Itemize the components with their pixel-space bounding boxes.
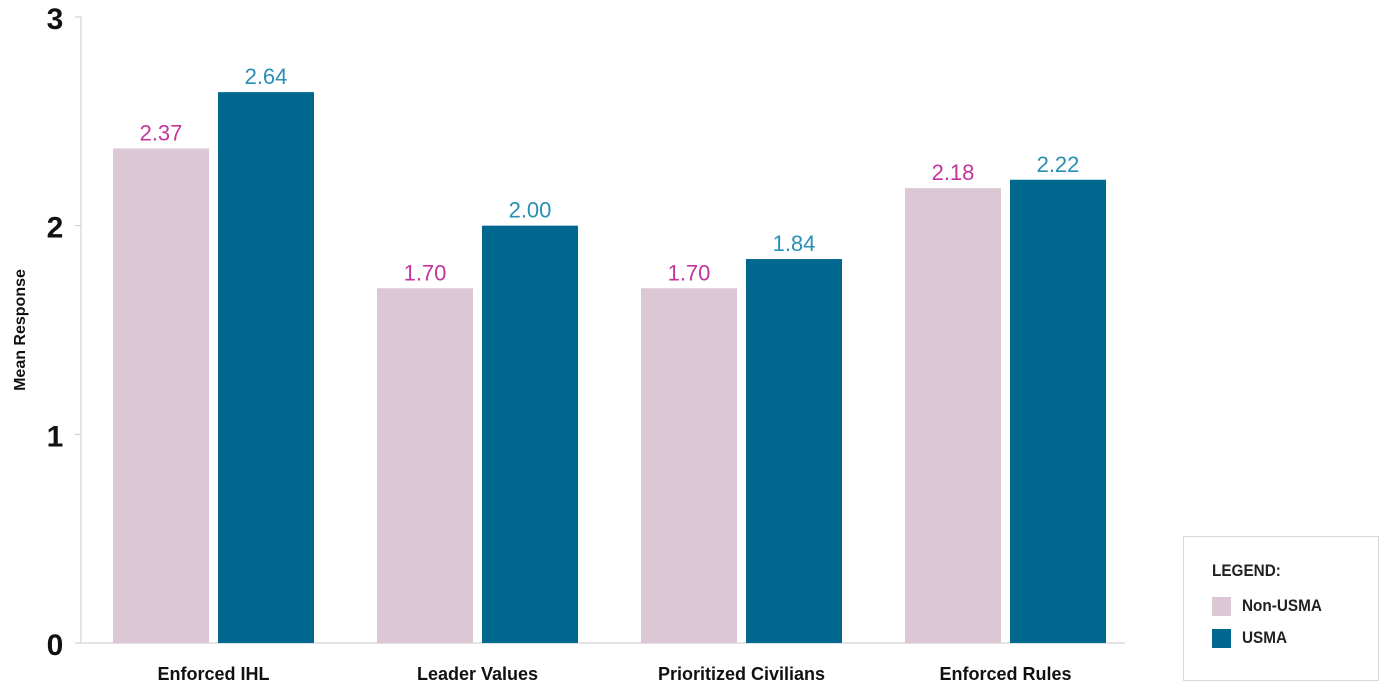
bar-usma-4: [1010, 179, 1106, 643]
data-label: 2.22: [1037, 152, 1080, 177]
legend: LEGEND: Non-USMA USMA: [1183, 536, 1379, 681]
data-label: 2.64: [245, 64, 288, 89]
data-label: 2.18: [932, 160, 975, 185]
bar-non-usma-2: [377, 288, 473, 643]
y-tick-label: 2: [47, 212, 64, 245]
y-axis-title: Mean Response: [12, 269, 29, 391]
y-tick-label: 3: [47, 3, 64, 36]
legend-label-non-usma: Non-USMA: [1242, 596, 1322, 615]
y-tick-label: 1: [47, 420, 64, 453]
data-label: 1.70: [668, 260, 711, 285]
bar-non-usma-3: [641, 288, 737, 643]
x-category-label: Prioritized Civilians: [658, 664, 825, 684]
legend-item-non-usma: Non-USMA: [1212, 594, 1331, 618]
data-label: 2.37: [140, 120, 183, 145]
legend-item-usma: USMA: [1212, 626, 1292, 650]
data-label: 1.84: [773, 231, 816, 256]
y-tick-label: 0: [47, 629, 64, 662]
bar-non-usma-4: [905, 188, 1001, 643]
bar-usma-1: [218, 92, 314, 644]
x-category-label: Enforced Rules: [939, 664, 1071, 684]
legend-title: LEGEND:: [1212, 561, 1281, 580]
legend-swatch-usma: [1212, 628, 1231, 648]
legend-label-usma: USMA: [1242, 628, 1288, 647]
x-category-label: Leader Values: [417, 664, 538, 684]
bar-usma-3: [746, 259, 842, 643]
bar-non-usma-1: [113, 148, 209, 643]
x-category-label: Enforced IHL: [157, 664, 269, 684]
bar-usma-2: [482, 225, 578, 643]
data-label: 2.00: [509, 198, 552, 223]
data-label: 1.70: [404, 260, 447, 285]
legend-swatch-non-usma: [1212, 596, 1231, 616]
